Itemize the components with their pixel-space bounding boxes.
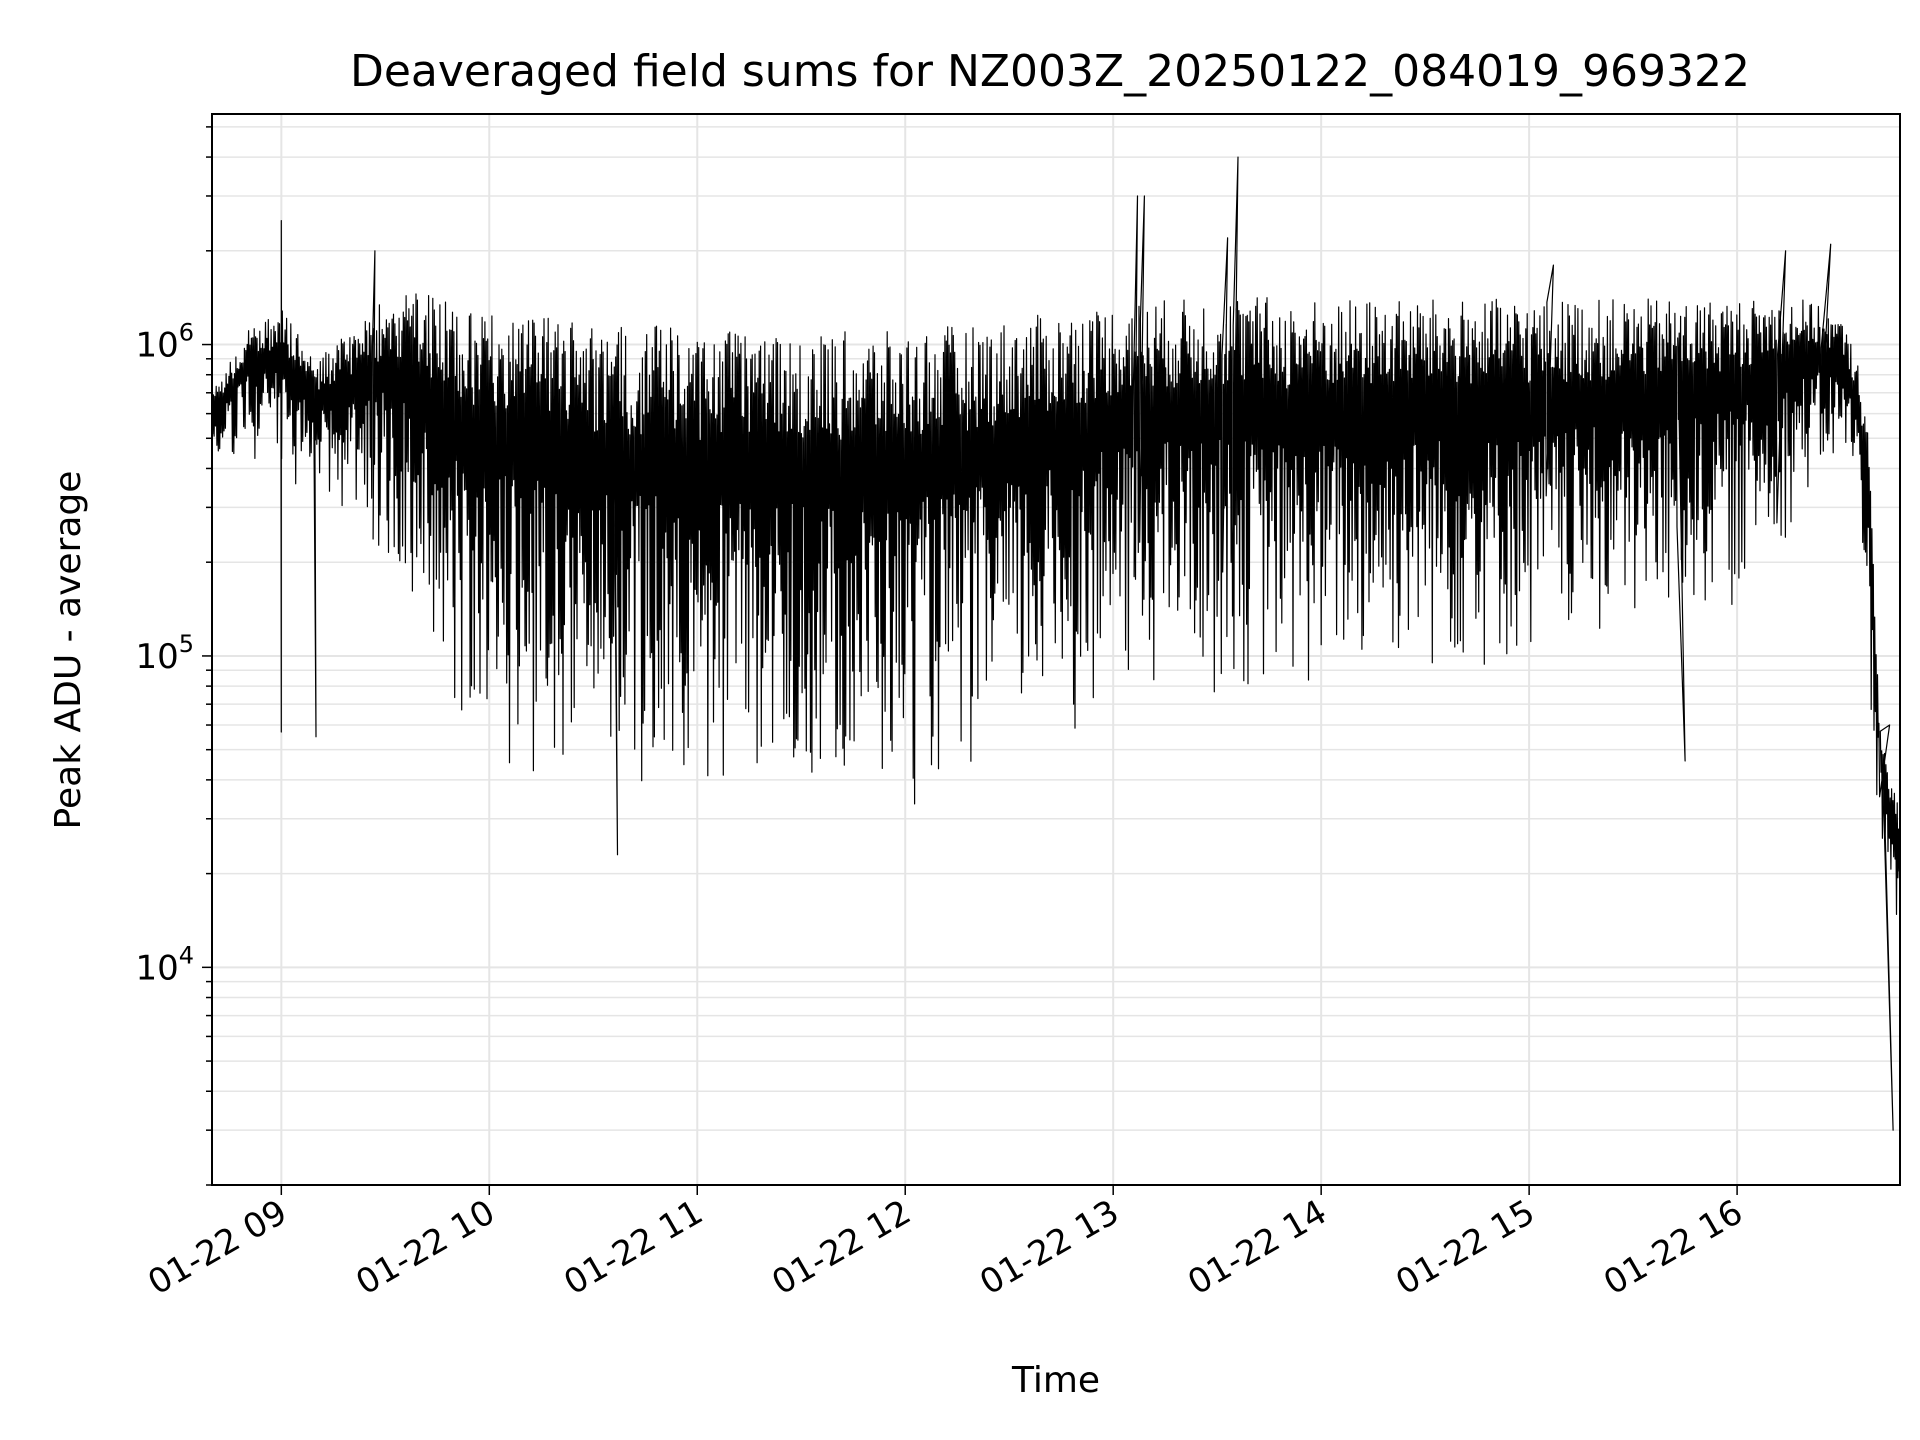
y-tick-base: 10 [135, 326, 178, 366]
y-tick-exponent: 4 [179, 941, 194, 969]
x-axis-label: Time [1011, 1360, 1100, 1401]
data-series [211, 156, 1901, 1131]
y-tick-label: 105 [135, 630, 194, 677]
y-tick-exponent: 5 [179, 630, 194, 658]
y-tick-label: 106 [135, 319, 194, 366]
y-tick-label: 104 [135, 941, 194, 988]
plot-frame [211, 113, 1901, 1186]
y-axis-label: Peak ADU - average [48, 471, 89, 830]
chart-title: Deaveraged field sums for NZ003Z_2025012… [350, 46, 1750, 97]
data-line [211, 156, 1901, 1131]
y-tick-exponent: 6 [179, 319, 194, 347]
y-tick-base: 10 [135, 637, 178, 677]
y-tick-base: 10 [135, 948, 178, 988]
